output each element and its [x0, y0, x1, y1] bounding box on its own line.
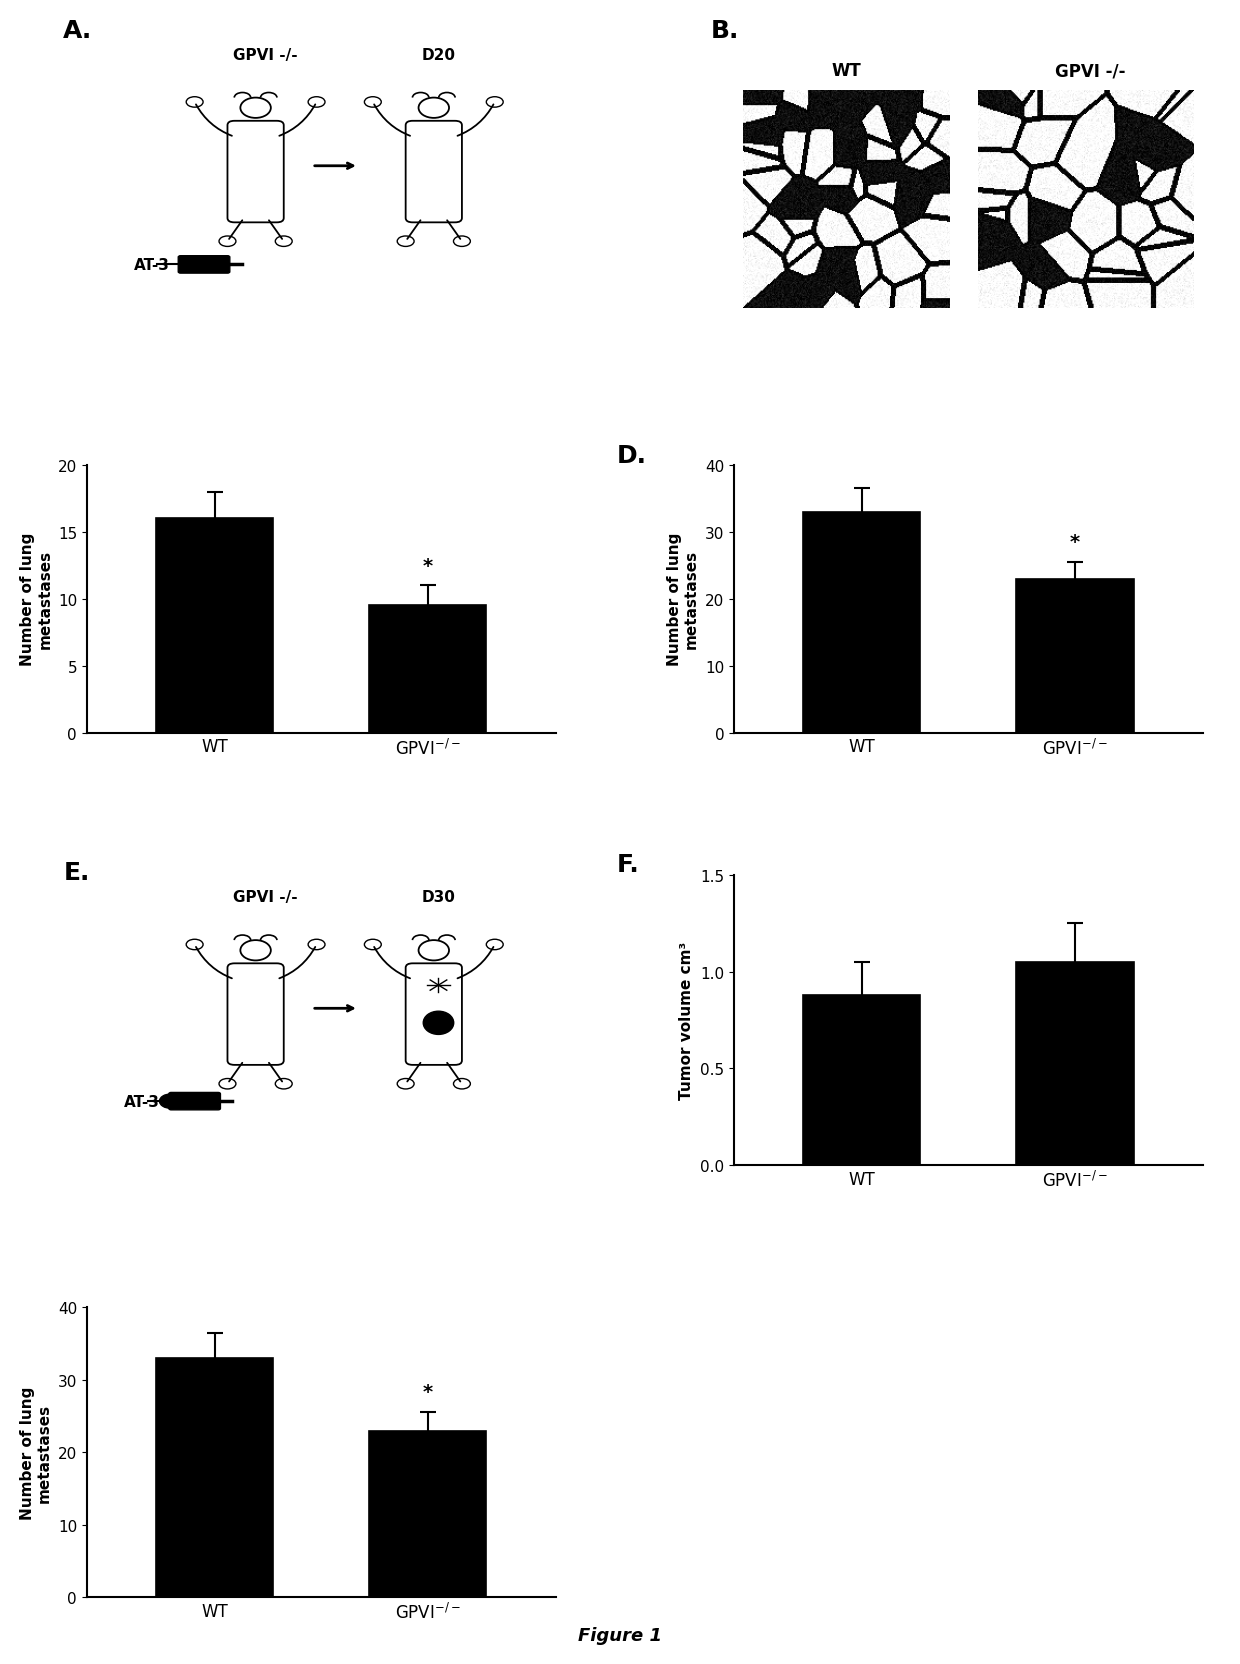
- Bar: [370, 1431, 486, 1597]
- Y-axis label: Tumor volume cm³: Tumor volume cm³: [680, 942, 694, 1100]
- Text: E.: E.: [63, 860, 89, 885]
- Text: WT: WT: [832, 62, 862, 80]
- Y-axis label: Number of lung
metastases: Number of lung metastases: [667, 532, 699, 666]
- Text: AT-3: AT-3: [124, 1093, 160, 1108]
- Text: A.: A.: [63, 18, 93, 43]
- Text: F.: F.: [616, 852, 640, 875]
- FancyBboxPatch shape: [179, 256, 229, 275]
- Text: Figure 1: Figure 1: [578, 1626, 662, 1644]
- Bar: [804, 995, 920, 1165]
- Text: GPVI -/-: GPVI -/-: [233, 48, 298, 63]
- Text: D20: D20: [422, 48, 455, 63]
- Bar: [1017, 962, 1133, 1165]
- FancyBboxPatch shape: [169, 1093, 221, 1110]
- Y-axis label: Number of lung
metastases: Number of lung metastases: [20, 532, 52, 666]
- Text: B.: B.: [711, 18, 739, 43]
- Bar: [156, 1358, 273, 1597]
- Bar: [156, 519, 273, 734]
- Ellipse shape: [423, 1012, 454, 1035]
- Bar: [370, 606, 486, 734]
- Bar: [804, 513, 920, 734]
- Text: *: *: [423, 1383, 433, 1401]
- Circle shape: [160, 1095, 184, 1108]
- Text: AT-3: AT-3: [134, 258, 170, 273]
- Y-axis label: Number of lung
metastases: Number of lung metastases: [20, 1386, 52, 1519]
- Text: D.: D.: [616, 444, 647, 468]
- Text: GPVI -/-: GPVI -/-: [233, 890, 298, 905]
- Text: GPVI -/-: GPVI -/-: [1055, 62, 1126, 80]
- Text: D30: D30: [422, 890, 455, 905]
- Text: *: *: [423, 556, 433, 576]
- Bar: [1017, 579, 1133, 734]
- Text: *: *: [1070, 532, 1080, 552]
